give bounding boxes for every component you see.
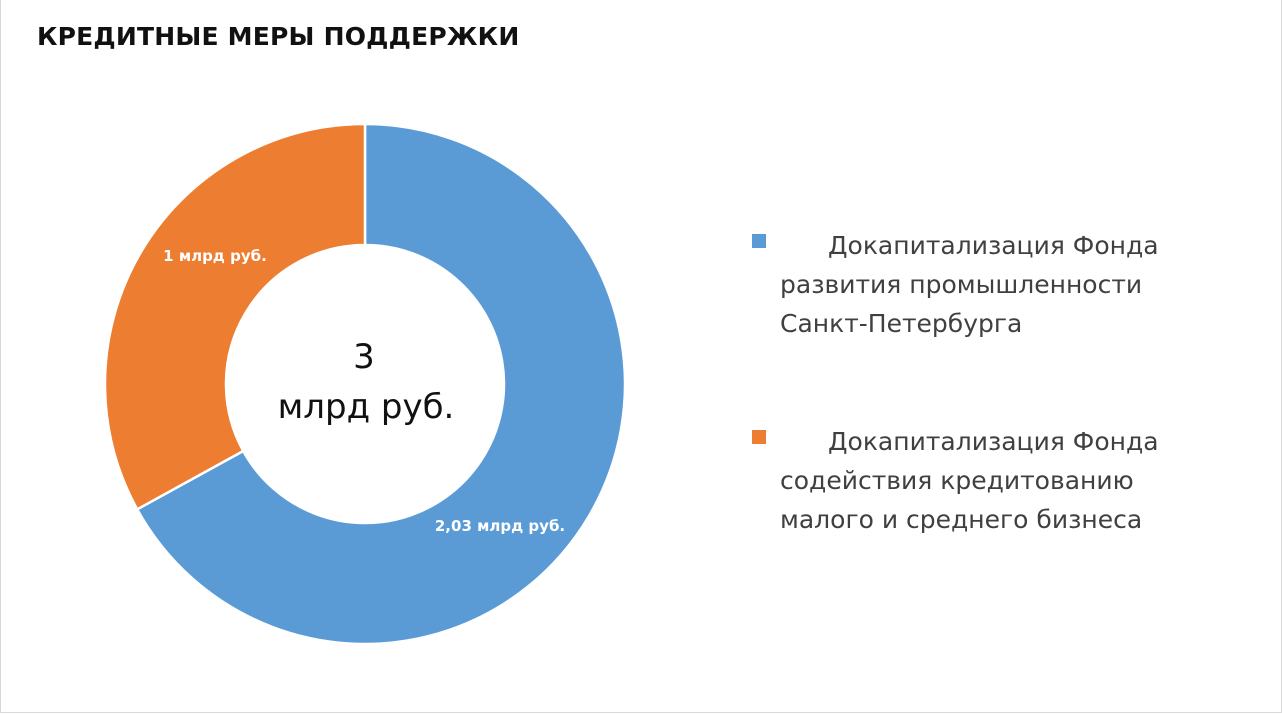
legend-label: Докапитализация Фонда развития промышлен… — [780, 231, 1159, 338]
legend-swatch-blue — [752, 234, 766, 248]
legend-swatch-orange — [752, 430, 766, 444]
legend-entry-sme-fund: Докапитализация Фонда содействия кредито… — [752, 422, 1172, 539]
center-total-value: 3 — [353, 337, 375, 377]
legend-label: Докапитализация Фонда содействия кредито… — [780, 427, 1159, 534]
donut-chart: 2,03 млрд руб. 1 млрд руб. 3 млрд руб. — [103, 122, 627, 646]
donut-slice-industry-fund — [135, 122, 627, 646]
center-total-unit: млрд руб. — [278, 387, 455, 427]
data-label-industry-fund: 2,03 млрд руб. — [435, 517, 565, 535]
donut-slice-sme-fund — [103, 122, 367, 512]
legend-entry-industry-fund: Докапитализация Фонда развития промышлен… — [752, 226, 1172, 343]
data-label-sme-fund: 1 млрд руб. — [163, 247, 267, 265]
slide-title: КРЕДИТНЫЕ МЕРЫ ПОДДЕРЖКИ — [37, 22, 520, 51]
